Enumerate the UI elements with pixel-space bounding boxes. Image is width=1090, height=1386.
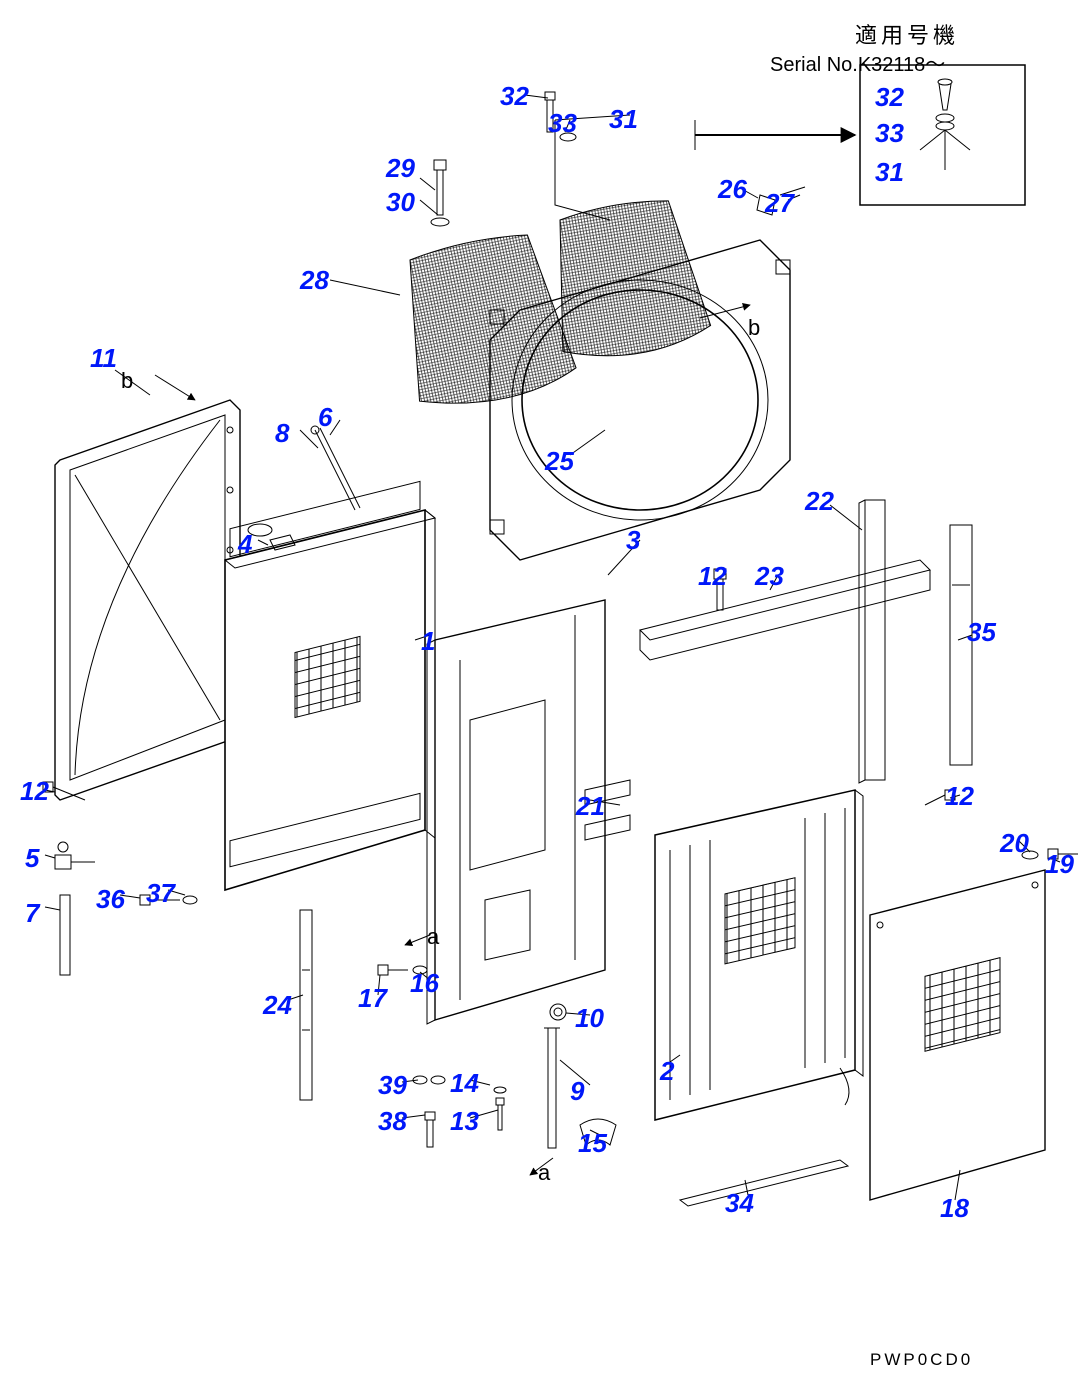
ref-b: b <box>748 315 760 341</box>
callout-27: 27 <box>765 190 794 216</box>
callout-12: 12 <box>698 563 727 589</box>
callout-38: 38 <box>378 1108 407 1134</box>
callout-34: 34 <box>725 1190 754 1216</box>
callout-3: 3 <box>626 527 640 553</box>
callout-35: 35 <box>967 619 996 645</box>
callout-39: 39 <box>378 1072 407 1098</box>
callout-33: 33 <box>548 110 577 136</box>
callout-13: 13 <box>450 1108 479 1134</box>
ref-a: a <box>427 924 439 950</box>
callout-24: 24 <box>263 992 292 1018</box>
callout-25: 25 <box>545 448 574 474</box>
callout-26: 26 <box>718 176 747 202</box>
callout-1: 1 <box>421 628 435 654</box>
callout-21: 21 <box>576 793 605 819</box>
callout-8: 8 <box>275 420 289 446</box>
callout-17: 17 <box>358 985 387 1011</box>
callout-28: 28 <box>300 267 329 293</box>
callout-14: 14 <box>450 1070 479 1096</box>
callout-4: 4 <box>238 531 252 557</box>
header-serial: Serial No.K32118～ <box>770 48 945 77</box>
callout-32: 32 <box>875 84 904 110</box>
header-japanese: 適用号機 <box>855 18 959 50</box>
callout-2: 2 <box>660 1058 674 1084</box>
callout-12: 12 <box>945 783 974 809</box>
ref-b: b <box>121 368 133 394</box>
callout-20: 20 <box>1000 830 1029 856</box>
callout-7: 7 <box>25 900 39 926</box>
callout-37: 37 <box>146 880 175 906</box>
callout-36: 36 <box>96 886 125 912</box>
callout-6: 6 <box>318 404 332 430</box>
callout-5: 5 <box>25 845 39 871</box>
callout-33: 33 <box>875 120 904 146</box>
callout-30: 30 <box>386 189 415 215</box>
callout-10: 10 <box>575 1005 604 1031</box>
callout-32: 32 <box>500 83 529 109</box>
callout-9: 9 <box>570 1078 584 1104</box>
callout-12: 12 <box>20 778 49 804</box>
callout-19: 19 <box>1045 851 1074 877</box>
figure-code: PWP0CD0 <box>870 1350 973 1370</box>
callout-16: 16 <box>410 970 439 996</box>
callout-31: 31 <box>875 159 904 185</box>
callout-22: 22 <box>805 488 834 514</box>
ref-a: a <box>538 1160 550 1186</box>
diagram-stage: 適用号機 Serial No.K32118～ bbaa 323331323331… <box>0 0 1090 1386</box>
callout-29: 29 <box>386 155 415 181</box>
callout-31: 31 <box>609 106 638 132</box>
callout-15: 15 <box>578 1130 607 1156</box>
callout-11: 11 <box>90 345 117 371</box>
callout-18: 18 <box>940 1195 969 1221</box>
callout-23: 23 <box>755 563 784 589</box>
